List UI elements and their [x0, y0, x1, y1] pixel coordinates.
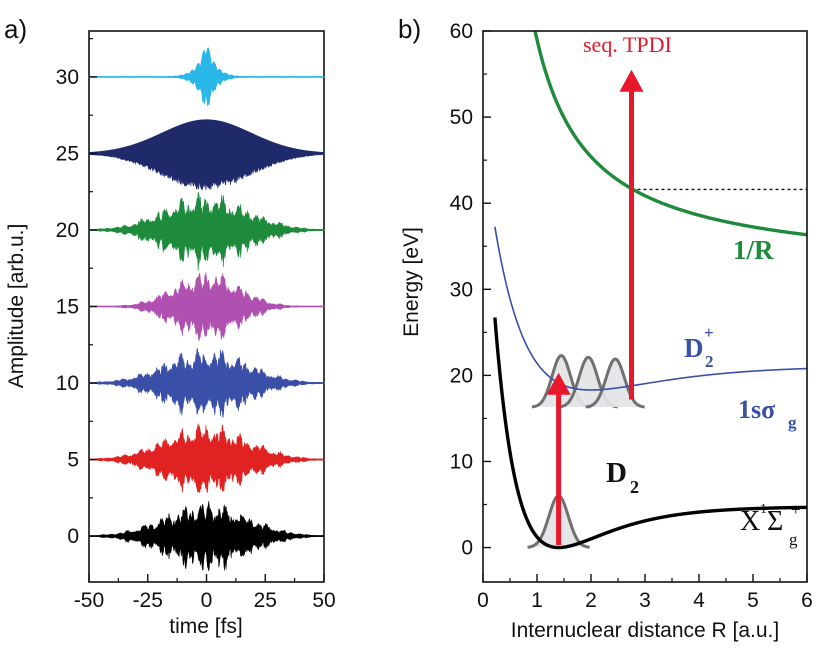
coulomb-curve — [533, 31, 807, 237]
b-ytick-label: 60 — [450, 20, 473, 43]
seq-tpdi-label: seq. TPDI — [583, 32, 672, 57]
a-ytick-label: 0 — [67, 525, 79, 548]
d2-curve — [493, 317, 807, 550]
ground-label-sym: Σ — [767, 506, 783, 537]
d2plus-curve — [494, 226, 807, 391]
b-xtick-label: 1 — [531, 589, 543, 612]
trace-envelope — [88, 192, 325, 271]
d2plus-label-base: D — [684, 333, 704, 363]
b-xtick-label: 2 — [585, 589, 597, 612]
a-xtick-label: -25 — [133, 589, 163, 612]
b-ytick-label: 30 — [450, 278, 473, 301]
panel-a-xlabel: time [fs] — [169, 615, 243, 638]
sigma-label-base: 1sσ — [738, 395, 775, 424]
trace-pulse-0 — [88, 501, 325, 571]
b-ytick-label: 40 — [450, 192, 473, 215]
a-ytick-label: 5 — [67, 449, 79, 472]
panel-a-label: a) — [4, 14, 27, 44]
b-xtick-label: 3 — [639, 589, 651, 612]
a-xtick-label: 0 — [201, 589, 213, 612]
a-ytick-label: 20 — [56, 219, 79, 242]
panel-b-plot-area — [493, 31, 807, 550]
d2-label-sub: 2 — [630, 477, 639, 497]
sigma-label-sub: g — [788, 413, 797, 432]
trace-envelope — [88, 119, 325, 191]
sigma-label: 1sσ g — [738, 395, 797, 432]
ground-label-sup1: 1 — [760, 502, 767, 517]
b-xtick-label: 5 — [747, 589, 759, 612]
panel-a-traces — [88, 47, 325, 571]
a-ytick-label: 30 — [56, 66, 79, 89]
b-xtick-label: 6 — [801, 589, 813, 612]
trace-pulse-25 — [88, 119, 325, 191]
a-xtick-label: -50 — [74, 589, 104, 612]
a-ytick-label: 15 — [56, 296, 79, 319]
d2-label-base: D — [606, 457, 627, 489]
trace-pulse-20 — [88, 192, 325, 271]
a-xtick-label: 50 — [312, 589, 335, 612]
b-xtick-label: 0 — [477, 589, 489, 612]
trace-pulse-30 — [88, 47, 325, 107]
trace-envelope — [88, 423, 325, 494]
panel-b-label: b) — [398, 14, 421, 44]
ground-label-base: X — [740, 506, 760, 537]
trace-pulse-10 — [88, 348, 325, 418]
ground-state-label: X 1 Σ g + — [740, 500, 801, 549]
panel-b-frame — [482, 30, 808, 583]
excitation-arrow-head — [619, 69, 644, 92]
a-ytick-label: 10 — [56, 372, 79, 395]
panel-b-ylabel: Energy [eV] — [400, 227, 423, 337]
panel-b-xlabel: Internuclear distance R [a.u.] — [511, 619, 779, 642]
trace-pulse-15 — [88, 272, 325, 342]
excitation-arrow-head — [546, 372, 571, 395]
d2plus-label: D 2 + — [684, 323, 714, 371]
panel-a-ticks: -50 -25 0 25 50 0 5 10 15 20 25 30 — [56, 38, 336, 612]
panel-a-ylabel: Amplitude [arb.u.] — [5, 224, 28, 389]
panel-a: a) -50 -25 0 25 50 0 5 10 15 20 25 30 time [fs] Amp… — [4, 14, 336, 638]
coulomb-label: 1/R — [733, 235, 774, 265]
trace-pulse-5 — [88, 423, 325, 494]
d2-label: D 2 — [606, 457, 639, 497]
b-ytick-label: 0 — [461, 537, 473, 560]
b-xtick-label: 4 — [693, 589, 705, 612]
a-ytick-label: 25 — [56, 142, 79, 165]
ground-label-sup2: + — [791, 500, 801, 519]
b-ytick-label: 50 — [450, 106, 473, 129]
b-ytick-label: 20 — [450, 364, 473, 387]
wavepacket-outline — [585, 357, 645, 409]
ground-label-sub: g — [789, 530, 798, 549]
b-ytick-label: 10 — [450, 450, 473, 473]
d2plus-label-sup: + — [704, 323, 714, 342]
d2plus-label-sub: 2 — [705, 352, 714, 371]
a-xtick-label: 25 — [254, 589, 277, 612]
